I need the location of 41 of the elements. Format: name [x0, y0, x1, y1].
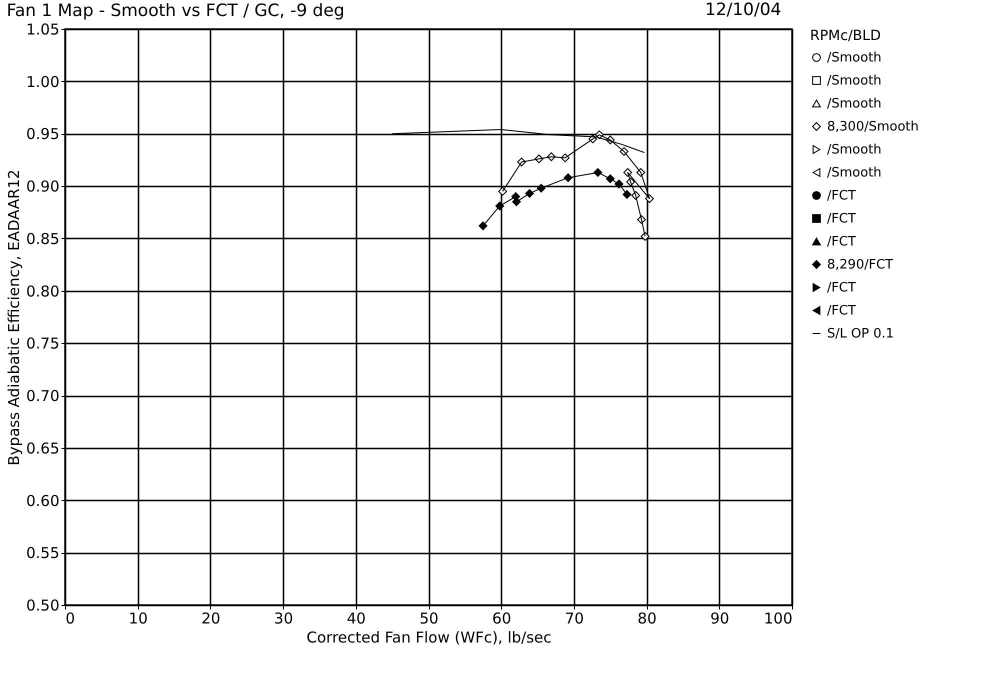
legend-label: /Smooth	[827, 142, 882, 158]
x-axis-title: Corrected Fan Flow (WFc), lb/sec	[306, 628, 552, 646]
legend-title: RPMc/BLD	[810, 28, 881, 44]
y-axis-title: Bypass Adiabatic Efficiency, EADAAR12	[5, 169, 24, 466]
chart-title: Fan 1 Map - Smooth vs FCT / GC, -9 deg	[6, 1, 345, 21]
y-tick-label: 0.50	[26, 596, 60, 614]
legend-label: 8,290/FCT	[827, 258, 894, 272]
x-tick-label: 10	[128, 610, 148, 628]
y-tick-label: 0.60	[26, 492, 60, 510]
x-tick-label: 70	[564, 610, 584, 628]
x-tick-label: 50	[419, 610, 439, 628]
legend-label: /Smooth	[827, 74, 882, 88]
legend-label: S/L OP 0.1	[827, 326, 894, 342]
x-tick-label: 20	[201, 610, 220, 628]
y-tick-label: 0.90	[26, 178, 60, 196]
legend-label: /Smooth	[827, 50, 882, 66]
legend-label: /FCT	[827, 234, 856, 250]
legend-label: 8,300/Smooth	[827, 120, 919, 134]
x-tick-label: 60	[492, 610, 512, 628]
x-tick-label: 30	[274, 610, 294, 628]
y-tick-label: 0.95	[26, 125, 60, 144]
text: 12/10/04	[705, 0, 782, 20]
x-tick-label: 40	[346, 610, 366, 628]
y-tick-label: 0.55	[26, 544, 60, 562]
x-tick-label: 90	[710, 610, 730, 628]
y-tick-label: 1.05	[26, 20, 60, 38]
x-tick-label: 0	[66, 610, 76, 628]
legend-label: /FCT	[827, 188, 856, 204]
y-tick-label: 0.85	[26, 230, 60, 248]
legend-label: /FCT	[827, 280, 856, 296]
legend-label: /FCT	[827, 304, 856, 318]
y-tick-label: 1.00	[26, 72, 60, 91]
x-tick-label: 100	[764, 610, 792, 628]
y-tick-label: 0.70	[26, 387, 60, 406]
y-tick-label: 0.65	[26, 439, 60, 458]
y-tick-label: 0.80	[26, 282, 60, 300]
legend-label: /Smooth	[827, 166, 882, 180]
x-tick-label: 80	[638, 610, 657, 628]
y-tick-label: 0.75	[26, 334, 60, 353]
legend-label: /Smooth	[827, 96, 882, 112]
legend-label: /FCT	[827, 212, 856, 226]
